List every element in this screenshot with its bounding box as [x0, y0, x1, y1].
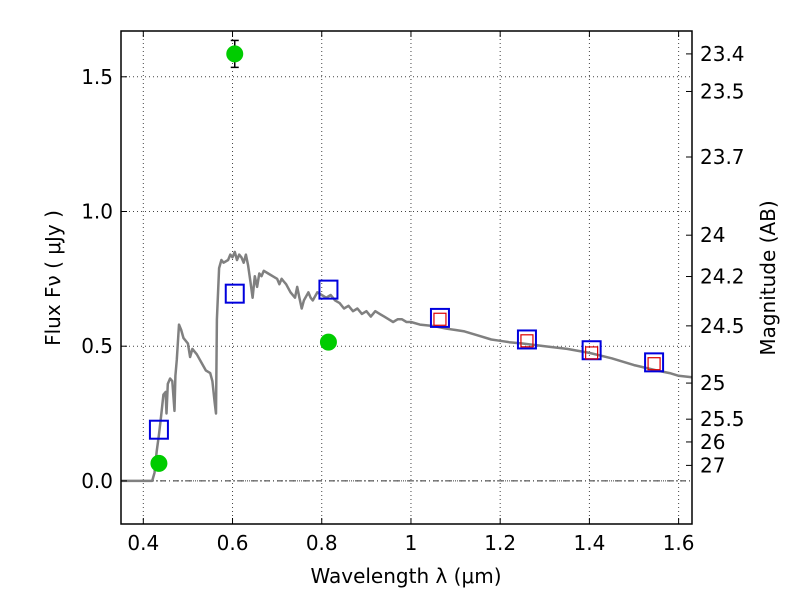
model-flux-red-marker [585, 346, 599, 360]
right-tick-label: 26 [700, 430, 725, 454]
x-tick-label: 1.4 [573, 531, 605, 555]
model-flux-blue-marker [224, 283, 245, 304]
x-tick-label: 1.2 [484, 531, 516, 555]
model-flux-blue-marker [644, 352, 665, 373]
right-tick-label: 23.7 [700, 145, 745, 169]
y-tick-label: 0.5 [81, 334, 113, 358]
model-flux-red-marker [433, 312, 447, 326]
model-flux-blue-marker [148, 419, 169, 440]
model-flux-blue-marker [318, 279, 339, 300]
observed-flux-point [319, 333, 337, 351]
right-tick-label: 25.5 [700, 407, 745, 431]
tick-marks [121, 31, 692, 524]
right-axis-label: Magnitude (AB) [756, 200, 780, 355]
model-flux-blue-marker [429, 307, 450, 328]
right-tick-label: 23.5 [700, 79, 745, 103]
x-tick-label: 1 [405, 531, 418, 555]
model-sed-curve [121, 250, 693, 483]
y-tick-label: 1.0 [81, 199, 113, 223]
x-tick-label: 0.4 [127, 531, 159, 555]
x-axis-label: Wavelength λ (μm) [310, 564, 501, 588]
x-tick-label: 0.8 [306, 531, 338, 555]
y-axis-label: Flux Fν ( μJy ) [41, 210, 65, 346]
x-tick-label: 1.6 [663, 531, 695, 555]
right-tick-label: 24.2 [700, 265, 745, 289]
y-tick-label: 0.0 [81, 469, 113, 493]
right-tick-label: 27 [700, 453, 725, 477]
grid [121, 31, 692, 524]
model-flux-blue-marker [516, 329, 537, 350]
observed-flux-point [226, 45, 244, 63]
observed-flux-point [150, 454, 168, 472]
x-tick-label: 0.6 [217, 531, 249, 555]
model-flux-red-marker [520, 334, 534, 348]
plot-frame [120, 30, 693, 525]
right-tick-label: 24.5 [700, 314, 745, 338]
right-tick-label: 24 [700, 223, 725, 247]
y-tick-label: 1.5 [81, 65, 113, 89]
model-flux-red-marker [647, 357, 661, 371]
right-tick-label: 23.4 [700, 42, 745, 66]
right-tick-label: 25 [700, 371, 725, 395]
data-markers [148, 39, 665, 472]
